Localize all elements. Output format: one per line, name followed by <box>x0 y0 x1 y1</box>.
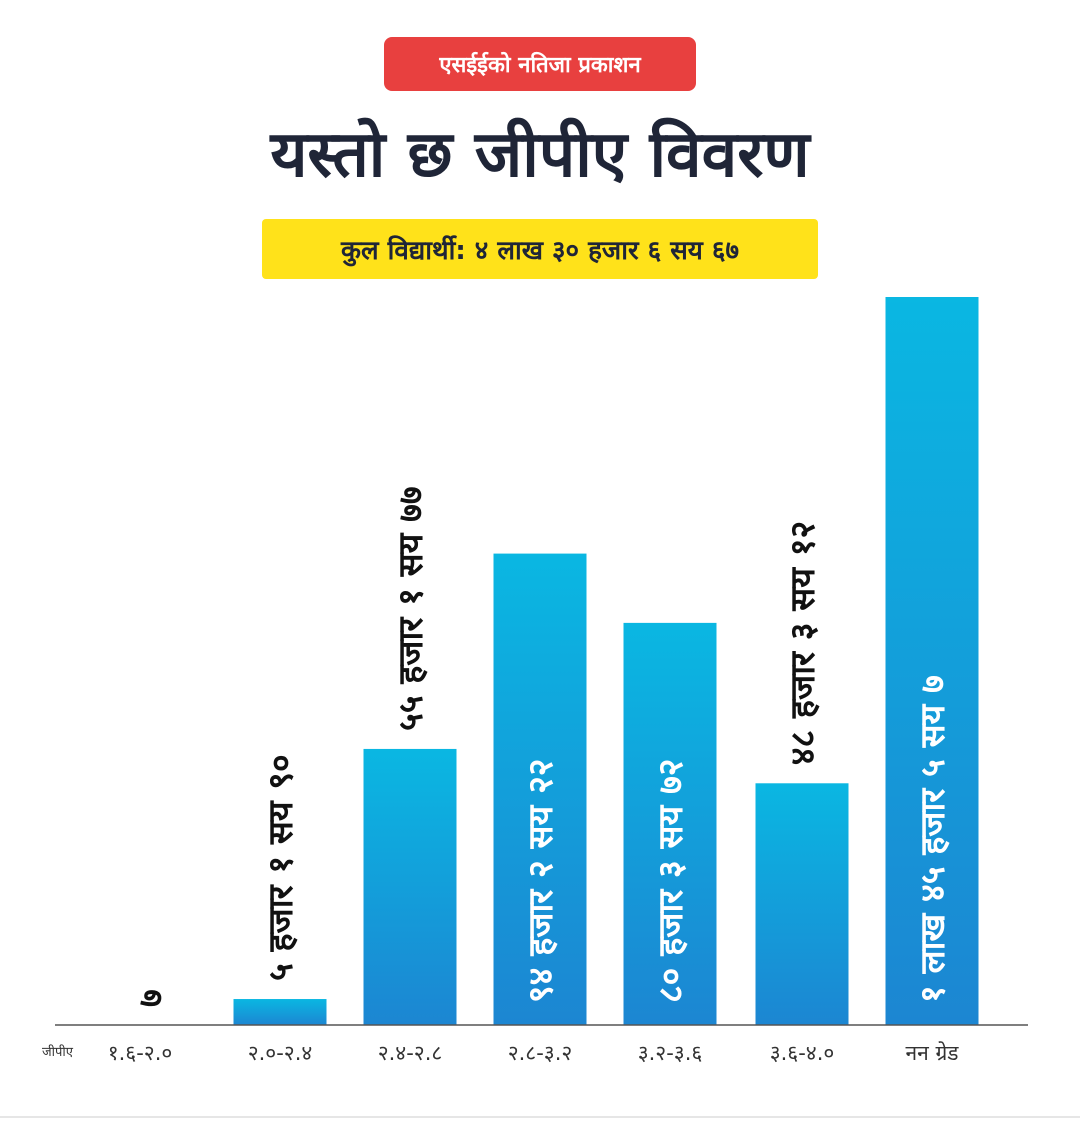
footer-divider <box>0 1116 1080 1118</box>
x-tick-label-5: ३.२-३.६ <box>638 1041 703 1065</box>
result-badge: एसईईको नतिजा प्रकाशन <box>384 37 696 91</box>
bar-4 <box>493 553 587 1025</box>
bar-value-label-1: ७ <box>131 989 171 1007</box>
bar-value-label-2: ५ हजार १ सय ९० <box>261 754 301 981</box>
x-tick-label-6: ३.६-४.० <box>770 1041 835 1065</box>
value-labels-layer: ७ ५ हजार १ सय ९० ५५ हजार १ सय ७७ ९४ हजार २ … <box>131 486 953 1006</box>
bar-3 <box>363 748 457 1025</box>
x-tick-label-7: नन ग्रेड <box>905 1041 959 1065</box>
x-axis-title: जीपीए <box>42 1044 74 1060</box>
x-tick-labels-layer: १.६-२.० २.०-२.४ २.४-२.८ २.८-३.२ ३.२-३.६ ३.६-४… <box>108 1041 960 1065</box>
total-students-banner: कुल विद्यार्थी: ४ लाख ३० हजार ६ सय ६७ <box>262 219 818 279</box>
bar-7 <box>885 297 979 1025</box>
bar-6 <box>755 783 849 1025</box>
bar-value-label-5: ८० हजार ३ सय ७२ <box>651 759 691 1003</box>
page-title: यस्तो छ जीपीए विवरण <box>270 118 810 192</box>
x-tick-label-3: २.४-२.८ <box>378 1041 443 1065</box>
bar-5 <box>623 622 717 1025</box>
bar-value-label-7: १ लाख ४५ हजार ५ सय ७ <box>913 675 953 1003</box>
bars-layer <box>103 297 979 1025</box>
bar-value-label-6: ४८ हजार ३ सय १२ <box>783 521 823 765</box>
x-tick-label-2: २.०-२.४ <box>248 1041 313 1065</box>
bar-2 <box>233 999 327 1025</box>
x-tick-label-4: २.८-३.२ <box>508 1041 573 1065</box>
bar-value-label-3: ५५ हजार १ सय ७७ <box>391 486 431 730</box>
bar-value-label-4: ९४ हजार २ सय २२ <box>521 759 561 1003</box>
x-tick-label-1: १.६-२.० <box>108 1041 173 1065</box>
